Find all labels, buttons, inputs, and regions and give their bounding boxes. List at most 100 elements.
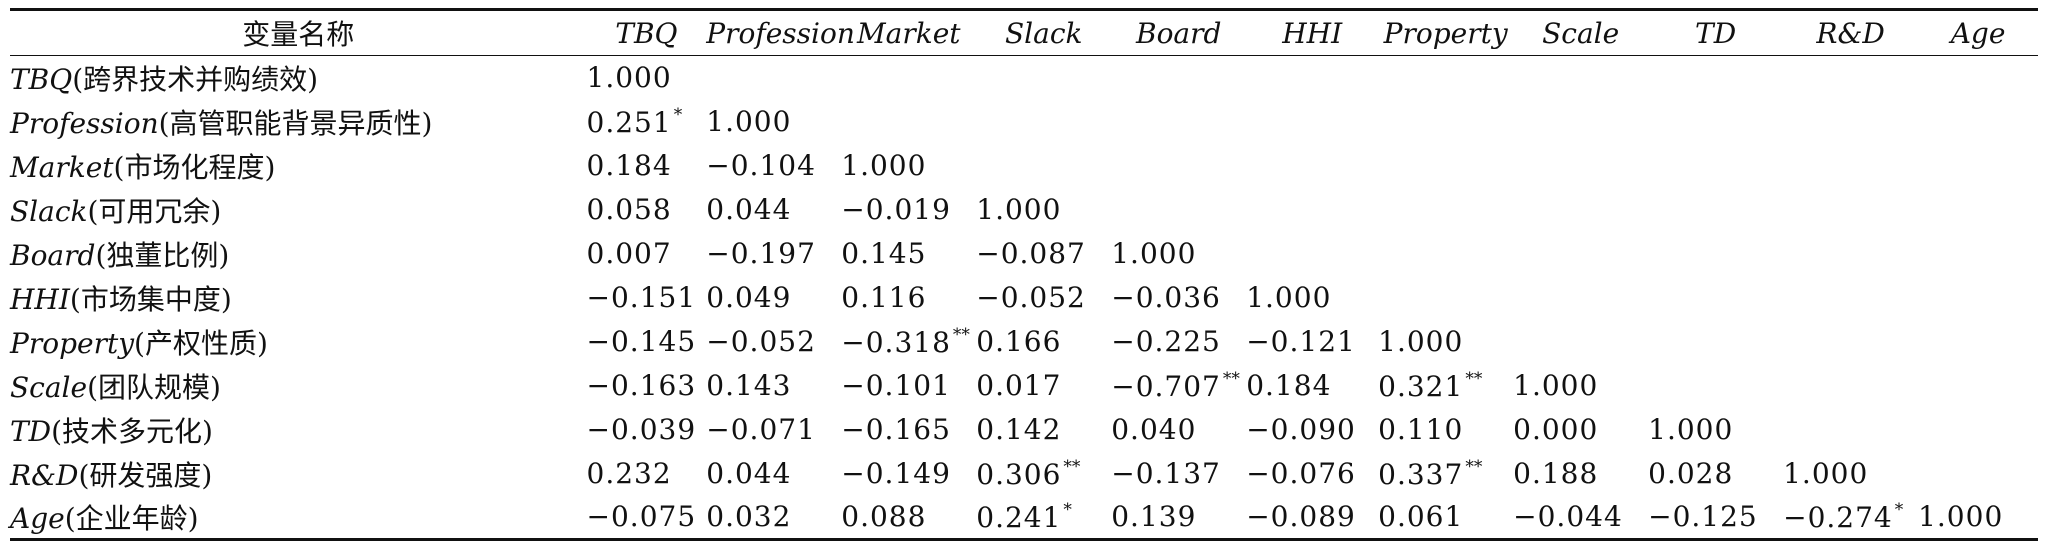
- table-cell: −0.151: [587, 276, 707, 320]
- cell-value: 0.000: [1513, 413, 1599, 446]
- header-row: 变量名称 TBQ Profession Market Slack Board H…: [10, 8, 2038, 56]
- cell-value: 0.044: [706, 457, 792, 490]
- row-abbr: Profession: [10, 106, 159, 140]
- cell-value: −0.039: [586, 413, 697, 446]
- row-abbr: Slack: [10, 194, 88, 228]
- table-cell: 0.184: [1246, 364, 1378, 408]
- table-cell: 0.007: [587, 232, 707, 276]
- row-abbr: TBQ: [10, 62, 73, 96]
- cell-value: 1.000: [1783, 457, 1869, 490]
- table-cell: [1513, 276, 1648, 320]
- row-name: (可用冗余): [87, 194, 222, 228]
- table-cell: −0.019: [841, 188, 976, 232]
- cell-value: 1.000: [841, 149, 927, 182]
- cell-value: 0.028: [1648, 457, 1734, 490]
- row-label: Scale(团队规模): [10, 364, 587, 408]
- table-cell: −0.137: [1111, 452, 1246, 496]
- table-cell: [1513, 144, 1648, 188]
- row-name: (企业年龄): [64, 501, 199, 535]
- significance-mark: **: [1222, 368, 1240, 389]
- cell-value: −0.707: [1111, 369, 1221, 403]
- cell-value: −0.090: [1246, 413, 1356, 446]
- table-cell: 0.145: [841, 232, 976, 276]
- cell-value: 0.088: [841, 500, 927, 534]
- table-cell: [1783, 276, 1918, 320]
- table-row: HHI(市场集中度) −0.151 0.049 0.116 −0.052 −0.036 1.…: [10, 276, 2038, 320]
- table-cell: [1246, 188, 1378, 232]
- significance-mark: **: [1465, 368, 1483, 389]
- table-cell: [1918, 144, 2038, 188]
- table-body: TBQ(跨界技术并购绩效) 1.000 Profession(高管职能背景异质性) 0…: [10, 56, 2038, 541]
- table-cell: [1783, 188, 1918, 232]
- table-cell: 1.000: [976, 188, 1111, 232]
- table-cell: [1648, 364, 1783, 408]
- cell-value: 1.000: [586, 61, 672, 95]
- cell-value: 0.017: [976, 369, 1062, 402]
- row-label: Profession(高管职能背景异质性): [10, 100, 587, 144]
- cell-value: −0.104: [706, 149, 816, 182]
- cell-value: 0.142: [976, 413, 1062, 446]
- row-abbr: R&D: [10, 458, 79, 492]
- table-cell: [841, 100, 976, 144]
- table-cell: [1648, 276, 1783, 320]
- table-cell: 0.184: [587, 144, 707, 188]
- row-label: Board(独董比例): [10, 232, 587, 276]
- table-row: Slack(可用冗余) 0.058 0.044 −0.019 1.000: [10, 188, 2038, 232]
- cell-value: −0.274: [1783, 500, 1893, 534]
- table-cell: [1378, 56, 1513, 100]
- table-cell: [1111, 56, 1246, 100]
- table-cell: 1.000: [1378, 320, 1513, 364]
- cell-value: −0.137: [1111, 457, 1221, 490]
- cell-value: −0.121: [1246, 325, 1356, 358]
- significance-mark: *: [1894, 499, 1904, 520]
- table-cell: [1378, 100, 1513, 144]
- cell-value: 0.145: [841, 237, 927, 270]
- table-row: TD(技术多元化) −0.039 −0.071 −0.165 0.142 0.040 −0.…: [10, 408, 2038, 452]
- row-abbr: Scale: [10, 370, 88, 404]
- correlation-table: 变量名称 TBQ Profession Market Slack Board H…: [10, 8, 2038, 541]
- table-cell: [1783, 364, 1918, 408]
- table-cell: 1.000: [841, 144, 976, 188]
- table-cell: [1918, 408, 2038, 452]
- row-abbr: Market: [10, 150, 114, 184]
- cell-value: 0.321: [1378, 369, 1464, 403]
- table-cell: −0.125: [1648, 495, 1784, 541]
- cell-value: 0.116: [841, 281, 927, 314]
- table-cell: [1246, 100, 1378, 144]
- table-cell: 0.032: [706, 495, 842, 541]
- table-row: R&D(研发强度) 0.232 0.044 −0.149 0.306 ** −0.137 −0…: [10, 452, 2038, 496]
- col-header-age: Age: [1918, 8, 2038, 56]
- table-cell: 0.321 **: [1378, 364, 1513, 408]
- table-cell: 0.000: [1513, 408, 1648, 452]
- table-cell: [976, 56, 1111, 100]
- header-variable-name: 变量名称: [10, 8, 587, 56]
- cell-value: −0.151: [586, 281, 697, 314]
- table-cell: 0.232: [587, 452, 707, 496]
- cell-value: 0.166: [976, 325, 1062, 358]
- cell-value: 0.251: [586, 105, 672, 139]
- table-cell: [1648, 144, 1783, 188]
- table-cell: −0.039: [587, 408, 707, 452]
- significance-mark: **: [952, 324, 970, 345]
- significance-mark: **: [1465, 456, 1483, 477]
- table-cell: [1246, 144, 1378, 188]
- table-cell: [1378, 144, 1513, 188]
- cell-value: 0.184: [1246, 369, 1332, 402]
- col-header-td: TD: [1648, 8, 1784, 56]
- table-cell: −0.087: [976, 232, 1111, 276]
- col-header-market: Market: [841, 8, 977, 56]
- table-cell: [841, 56, 976, 100]
- cell-value: 0.032: [706, 500, 792, 534]
- table-cell: −0.076: [1246, 452, 1378, 496]
- cell-value: 1.000: [1918, 500, 2004, 534]
- cell-value: −0.044: [1513, 500, 1623, 534]
- cell-value: −0.318: [841, 325, 951, 359]
- cell-value: 0.139: [1111, 500, 1197, 534]
- table-cell: 1.000: [1246, 276, 1378, 320]
- col-header-scale: Scale: [1513, 8, 1649, 56]
- cell-value: −0.197: [706, 237, 816, 270]
- table-cell: −0.036: [1111, 276, 1246, 320]
- row-abbr: Age: [10, 501, 65, 535]
- table-cell: −0.052: [976, 276, 1111, 320]
